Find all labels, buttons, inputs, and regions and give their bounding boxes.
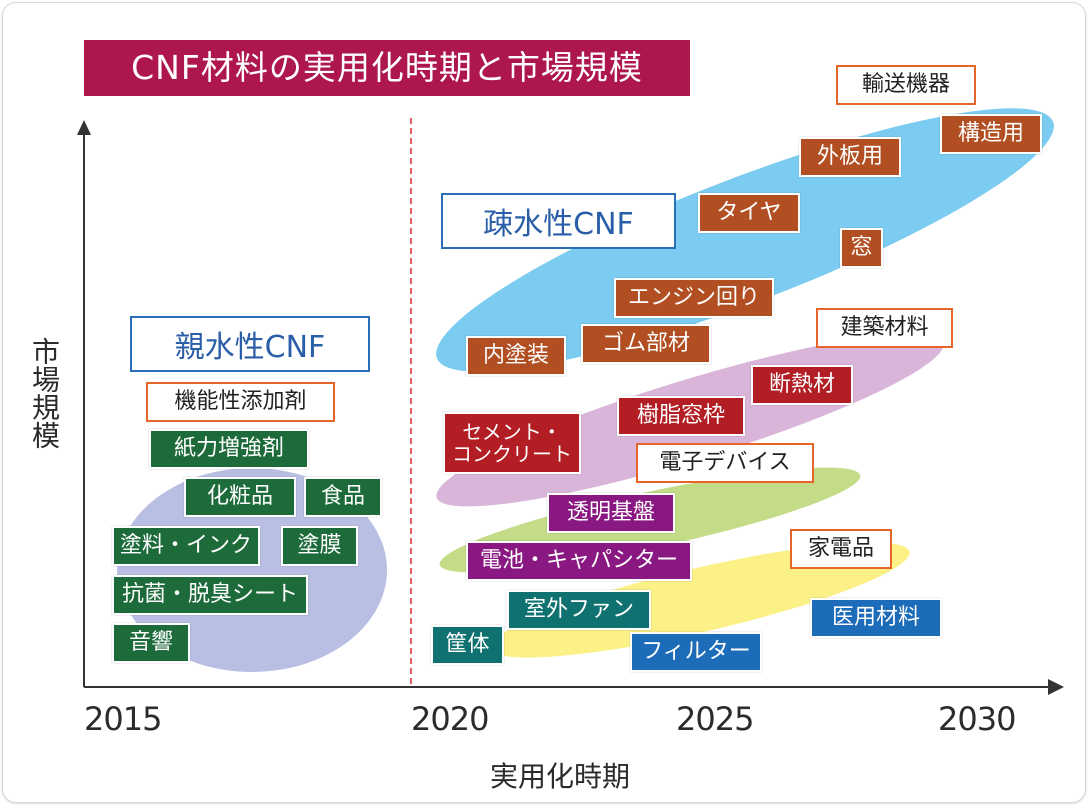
app-paper-strength: 紙力増強剤 [149, 429, 309, 469]
app-cement-concrete: セメント・ コンクリート [443, 412, 581, 474]
app-insulation: 断熱材 [751, 365, 853, 405]
app-structural: 構造用 [940, 114, 1042, 154]
diagram-title: CNF材料の実用化時期と市場規模 [84, 40, 690, 96]
app-filter: フィルター [630, 632, 762, 672]
app-medical-material: 医用材料 [810, 598, 942, 638]
app-window: 窓 [840, 228, 883, 268]
category-transport: 輸送機器 [836, 65, 976, 105]
app-interior-coating: 内塗装 [466, 336, 566, 376]
hydrophobic-cnf-label: 疎水性CNF [441, 193, 676, 249]
category-appliance: 家電品 [790, 529, 892, 569]
x-tick-2015: 2015 [84, 700, 162, 738]
category-functional-additive: 機能性添加剤 [146, 382, 335, 422]
app-engine-parts: エンジン回り [614, 278, 774, 318]
app-paint-ink: 塗料・インク [112, 526, 260, 566]
y-axis-arrow-icon [77, 120, 91, 135]
app-rubber-parts: ゴム部材 [581, 324, 711, 364]
app-acoustic: 音響 [112, 623, 190, 663]
app-transparent-substrate: 透明基盤 [547, 493, 675, 533]
x-tick-2025: 2025 [676, 700, 754, 738]
app-housing: 筐体 [431, 625, 504, 665]
x-tick-2030: 2030 [938, 700, 1016, 738]
hydrophilic-ellipse [117, 468, 387, 672]
x-tick-2020: 2020 [411, 700, 489, 738]
app-resin-window-frame: 樹脂窓枠 [617, 396, 745, 436]
app-outdoor-fan: 室外ファン [507, 590, 651, 630]
hydrophilic-cnf-label: 親水性CNF [130, 316, 370, 372]
app-cosmetics: 化粧品 [184, 477, 296, 517]
category-electronics: 電子デバイス [636, 443, 814, 483]
app-exterior-panel: 外板用 [799, 137, 901, 177]
category-building: 建築材料 [816, 308, 953, 348]
cement-line-1: セメント・ [462, 420, 562, 444]
app-battery-capacitor: 電池・キャパシター [466, 541, 692, 581]
cement-line-2: コンクリート [452, 442, 572, 466]
app-food: 食品 [304, 477, 382, 517]
x-axis-label: 実用化時期 [490, 760, 631, 793]
x-axis-arrow-icon [1048, 679, 1064, 695]
app-coating: 塗膜 [281, 526, 358, 566]
app-antibacterial-sheet: 抗菌・脱臭シート [112, 575, 308, 615]
app-tire: タイヤ [698, 193, 800, 233]
y-axis-label: 市場規模 [28, 337, 61, 449]
